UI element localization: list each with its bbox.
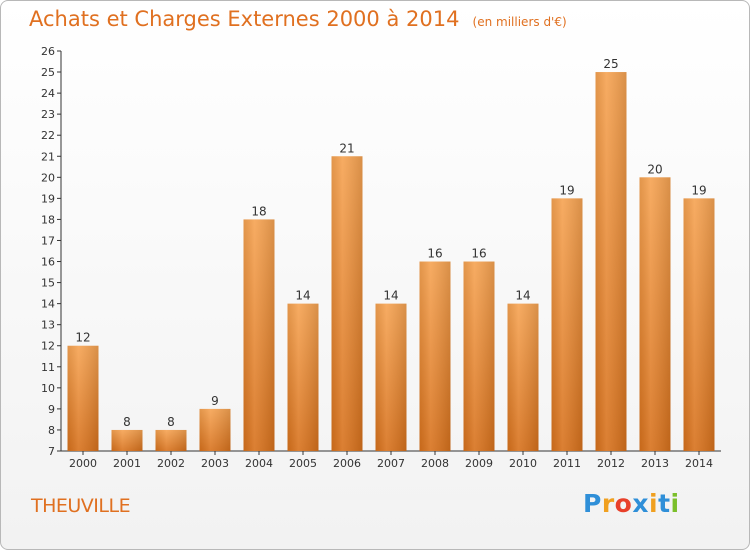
y-tick-label: 10 (41, 382, 55, 395)
y-tick-label: 24 (41, 87, 55, 100)
data-label: 8 (123, 415, 131, 429)
bar-shade (199, 408, 231, 451)
logo-letter: P (583, 489, 602, 518)
x-tick-label: 2013 (641, 457, 669, 470)
y-tick-label: 14 (41, 298, 55, 311)
logo-letter: r (601, 489, 615, 518)
bar-shade (331, 156, 363, 451)
y-tick-label: 25 (41, 66, 55, 79)
axes: 7 8 9 10 11 12 13 14 15 16 17 18 19 20 21 22 23 24 25 26 200… (41, 45, 721, 470)
x-tick-label: 2004 (245, 457, 273, 470)
data-label: 14 (295, 289, 310, 303)
bars: 12 8 8 9 18 14 21 14 16 16 14 19 25 20 19 (67, 57, 715, 451)
data-label: 25 (603, 57, 618, 71)
bar-shade (243, 219, 275, 451)
data-label: 14 (515, 289, 530, 303)
y-tick-label: 18 (41, 213, 55, 226)
y-tick-label: 17 (41, 234, 55, 247)
y-tick-label: 20 (41, 171, 55, 184)
x-tick-label: 2005 (289, 457, 317, 470)
y-tick-label: 12 (41, 340, 55, 353)
logo-letter: o (614, 489, 633, 518)
data-label: 21 (339, 141, 354, 155)
title-row: Achats et Charges Externes 2000 à 2014 (… (29, 7, 567, 31)
logo-letter: x (632, 489, 649, 518)
bar-shade (111, 429, 143, 451)
data-label: 16 (427, 247, 442, 261)
x-tick-label: 2010 (509, 457, 537, 470)
data-label: 14 (383, 289, 398, 303)
x-tick-label: 2006 (333, 457, 361, 470)
logo-letter: t (658, 489, 671, 518)
town-name: THEUVILLE (31, 495, 131, 517)
bar-shade (375, 303, 407, 451)
y-tick-label: 26 (41, 45, 55, 58)
data-label: 9 (211, 394, 219, 408)
y-tick-label: 16 (41, 256, 55, 269)
proxiti-logo: Proxiti (583, 489, 680, 518)
bar-shade (463, 261, 495, 451)
y-tick-label: 11 (41, 361, 55, 374)
y-tick-label: 19 (41, 192, 55, 205)
bar-shade (639, 177, 671, 451)
y-tick-label: 13 (41, 319, 55, 332)
y-tick-label: 15 (41, 277, 55, 290)
data-label: 20 (647, 162, 662, 176)
x-tick-label: 2009 (465, 457, 493, 470)
x-tick-label: 2007 (377, 457, 405, 470)
logo-letter: i (670, 489, 680, 518)
y-tick-label: 8 (48, 424, 55, 437)
x-tick-label: 2011 (553, 457, 581, 470)
data-label: 19 (691, 183, 706, 197)
bar-shade (595, 72, 627, 451)
x-tick-label: 2001 (113, 457, 141, 470)
data-label: 18 (251, 204, 266, 218)
y-tick-label: 21 (41, 150, 55, 163)
bar-shade (507, 303, 539, 451)
data-label: 16 (471, 247, 486, 261)
x-tick-label: 2012 (597, 457, 625, 470)
bar-shade (683, 198, 715, 451)
bar-shade (155, 429, 187, 451)
x-tick-label: 2003 (201, 457, 229, 470)
chart-title: Achats et Charges Externes 2000 à 2014 (29, 7, 460, 31)
x-tick-label: 2000 (69, 457, 97, 470)
data-label: 19 (559, 183, 574, 197)
y-tick-label: 9 (48, 403, 55, 416)
x-tick-label: 2014 (685, 457, 713, 470)
y-tick-label: 23 (41, 108, 55, 121)
y-tick-label: 22 (41, 129, 55, 142)
bar-shade (287, 303, 319, 451)
bar-shade (419, 261, 451, 451)
bar-shade (67, 345, 99, 451)
bar-shade (551, 198, 583, 451)
chart-subtitle: (en milliers d'€) (472, 15, 567, 29)
data-label: 12 (75, 331, 90, 345)
data-label: 8 (167, 415, 175, 429)
logo-letter: i (649, 489, 659, 518)
x-tick-label: 2008 (421, 457, 449, 470)
x-tick-label: 2002 (157, 457, 185, 470)
y-tick-label: 7 (48, 445, 55, 458)
